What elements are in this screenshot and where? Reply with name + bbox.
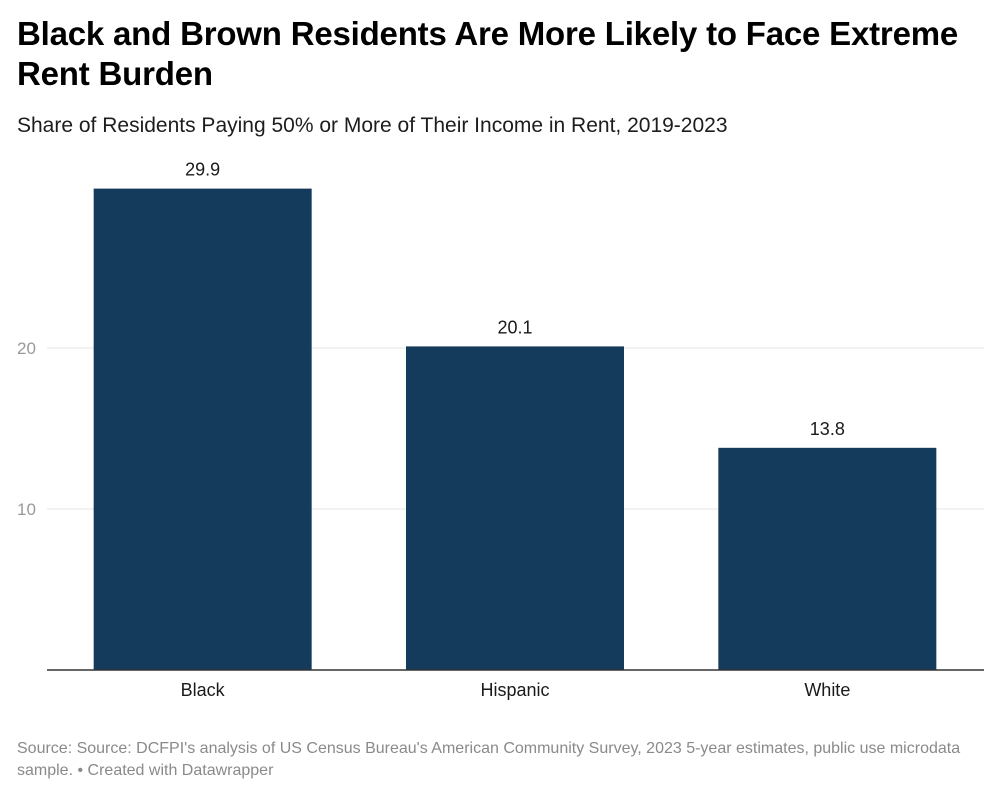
x-tick-label: White: [804, 680, 850, 700]
bars: [93, 188, 937, 671]
x-tick-label: Black: [181, 680, 226, 700]
x-axis: Black Hispanic White: [47, 669, 984, 700]
bar-black: [93, 188, 312, 671]
y-tick-label: 20: [17, 339, 36, 358]
chart-subtitle: Share of Residents Paying 50% or More of…: [17, 114, 728, 137]
bar-hispanic: [406, 346, 624, 670]
value-label: 20.1: [497, 317, 532, 337]
value-labels: 29.9 20.1 13.8: [185, 160, 845, 439]
footer-separator: •: [73, 762, 88, 779]
bar-chart: 10 20 29.9 20.1 13.8 Black Hispanic White: [17, 160, 984, 700]
datawrapper-credit: Created with Datawrapper: [87, 762, 274, 779]
bar-white: [718, 447, 937, 670]
value-label: 13.8: [810, 419, 845, 439]
chart-title: Black and Brown Residents Are More Likel…: [17, 15, 959, 92]
x-tick-label: Hispanic: [480, 680, 549, 700]
source-note: Source: Source: DCFPI's analysis of US C…: [17, 740, 961, 779]
chart-footer: Source: Source: DCFPI's analysis of US C…: [17, 738, 977, 782]
y-tick-label: 10: [17, 500, 36, 519]
value-label: 29.9: [185, 160, 220, 180]
